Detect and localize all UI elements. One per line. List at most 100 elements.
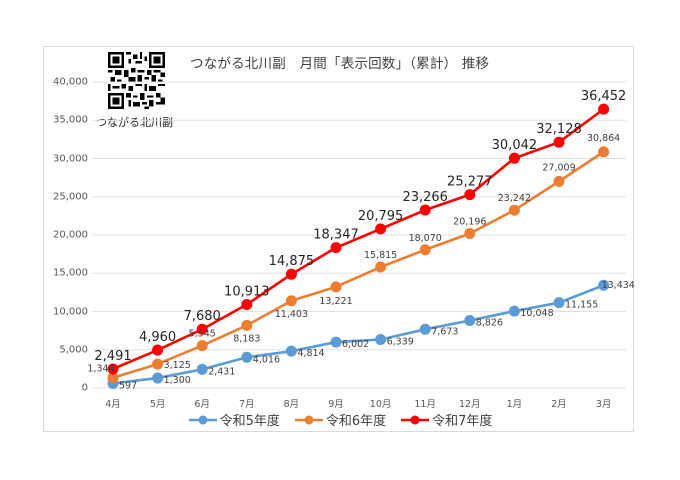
y-tick-label: 20,000 [53, 229, 88, 241]
data-label: 23,242 [498, 193, 531, 204]
x-tick-label: 7月 [239, 399, 255, 410]
data-point[interactable] [419, 204, 431, 216]
data-label: 27,009 [542, 162, 575, 173]
y-tick-label: 25,000 [53, 191, 88, 203]
data-point[interactable] [196, 340, 208, 352]
data-label: 8,826 [476, 317, 503, 328]
data-label: 5,545 [189, 329, 216, 340]
legend-item-r5[interactable]: 令和5年度 [188, 410, 280, 429]
legend-marker-blue-icon [188, 415, 217, 424]
data-label: 11,155 [565, 300, 598, 311]
data-label: 36,452 [581, 89, 627, 104]
legend-label: 令和5年度 [219, 414, 280, 429]
data-label: 2,431 [208, 366, 235, 377]
chart-title: つながる北川副 月間「表示回数」（累計） 推移 [190, 56, 490, 72]
x-tick-label: 3月 [595, 399, 612, 410]
data-point[interactable] [152, 372, 164, 384]
data-label: 25,277 [447, 175, 493, 190]
data-point[interactable] [152, 358, 164, 370]
qr-caption: つながる北川副 [96, 116, 173, 129]
data-point[interactable] [152, 344, 164, 356]
data-point[interactable] [196, 363, 208, 375]
data-point[interactable] [508, 152, 520, 164]
data-point[interactable] [241, 319, 253, 331]
y-tick-label: 15,000 [53, 267, 88, 279]
data-label: 4,016 [253, 354, 280, 365]
data-label: 15,815 [364, 250, 397, 261]
data-label: 4,814 [297, 348, 324, 359]
data-point[interactable] [464, 189, 476, 201]
data-point[interactable] [285, 295, 297, 307]
data-point[interactable] [464, 228, 476, 240]
y-tick-label: 10,000 [53, 306, 88, 317]
x-tick-label: 4月 [105, 399, 121, 410]
data-point[interactable] [553, 297, 565, 309]
legend-item-r7[interactable]: 令和7年度 [400, 410, 492, 429]
data-label: 20,196 [453, 217, 486, 228]
data-label: 597 [119, 380, 137, 391]
data-label: 7,680 [184, 309, 221, 324]
data-point[interactable] [553, 175, 565, 187]
data-label: 10,048 [520, 308, 553, 319]
qr-code-icon [108, 52, 165, 109]
data-label: 23,266 [402, 190, 448, 205]
series-line [112, 150, 605, 379]
data-point[interactable] [375, 261, 387, 273]
data-label: 8,183 [233, 333, 260, 344]
x-tick-label: 10月 [369, 399, 392, 410]
y-tick-label: 0 [81, 382, 88, 394]
data-label: 20,795 [358, 209, 404, 224]
data-label: 18,070 [409, 233, 442, 244]
data-label: 6,339 [387, 337, 414, 348]
y-tick-label: 35,000 [53, 114, 88, 126]
data-point[interactable] [553, 136, 565, 148]
series-line [112, 284, 605, 385]
data-point[interactable] [285, 345, 297, 357]
x-tick-label: 12月 [459, 399, 481, 410]
chart-legend: 令和5年度 令和6年度 令和7年度 [0, 410, 680, 429]
data-point[interactable] [508, 204, 520, 216]
data-label: 10,913 [224, 285, 270, 300]
x-tick-label: 1月 [506, 399, 523, 410]
y-tick-label: 5,000 [59, 344, 88, 356]
y-tick-label: 30,000 [53, 153, 88, 164]
x-tick-label: 2月 [551, 399, 567, 410]
data-label: 30,864 [587, 133, 620, 144]
data-point[interactable] [285, 268, 297, 280]
x-tick-label: 5月 [149, 399, 166, 410]
data-point[interactable] [107, 363, 119, 375]
legend-marker-orange-icon [294, 415, 323, 424]
data-point[interactable] [330, 281, 342, 293]
data-point[interactable] [375, 223, 387, 235]
legend-marker-red-icon [401, 415, 430, 424]
data-point[interactable] [330, 336, 342, 348]
data-point[interactable] [196, 323, 208, 335]
data-point[interactable] [464, 314, 476, 326]
data-point[interactable] [508, 305, 520, 317]
data-label: 32,128 [536, 122, 582, 137]
data-point[interactable] [241, 351, 253, 363]
data-point[interactable] [419, 244, 431, 256]
data-label: 18,347 [313, 228, 359, 243]
data-label: 3,125 [164, 360, 191, 371]
data-point[interactable] [598, 279, 610, 291]
data-point[interactable] [598, 103, 610, 115]
data-label: 1,300 [164, 375, 191, 386]
data-label: 14,875 [269, 254, 315, 269]
data-label: 1,344 [87, 364, 114, 375]
data-point[interactable] [375, 334, 387, 346]
data-point[interactable] [241, 299, 253, 311]
x-tick-label: 11月 [414, 399, 436, 410]
data-point[interactable] [330, 242, 342, 254]
x-tick-label: 8月 [283, 399, 300, 410]
data-point[interactable] [598, 146, 610, 158]
data-point[interactable] [107, 372, 119, 384]
data-label: 6,002 [342, 339, 369, 350]
data-point[interactable] [419, 323, 431, 335]
legend-item-r6[interactable]: 令和6年度 [294, 410, 386, 429]
data-label: 13,221 [319, 296, 352, 307]
legend-label: 令和7年度 [432, 414, 493, 429]
data-label: 7,673 [431, 326, 458, 337]
x-tick-label: 6月 [194, 399, 210, 410]
